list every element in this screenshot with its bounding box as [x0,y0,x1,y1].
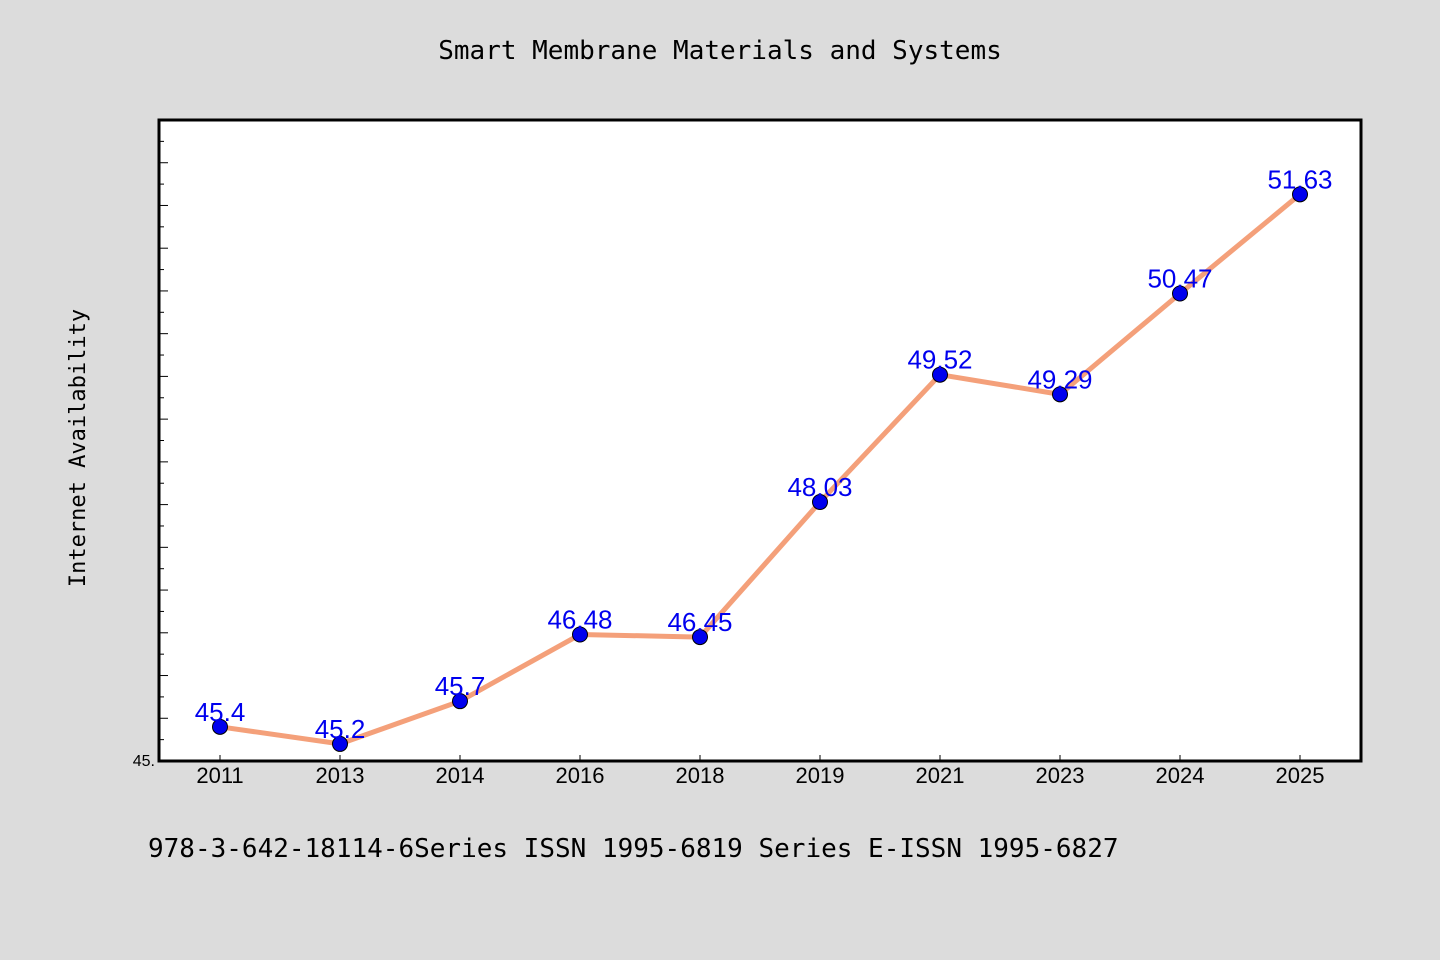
x-tick-label: 2024 [1156,763,1205,788]
data-label: 45.2 [315,714,366,744]
data-point [1172,285,1188,302]
data-label: 45.4 [195,697,246,727]
x-tick-label: 2019 [796,763,845,788]
x-tick-label: 2014 [436,763,485,788]
data-label: 51.63 [1267,164,1332,194]
data-label: 49.29 [1027,364,1092,394]
data-label: 46.45 [667,607,732,637]
y-axis-ticks [159,119,168,762]
x-tick-label: 2016 [556,763,605,788]
data-point [692,629,708,646]
data-label: 45.7 [435,671,486,701]
chart-title: Smart Membrane Materials and Systems [438,36,1002,66]
footer-isbn-text: 978-3-642-18114-6Series ISSN 1995-6819 S… [148,834,1119,864]
data-series [219,192,1302,747]
x-tick-label: 2021 [916,763,965,788]
x-tick-label: 2025 [1276,763,1325,788]
plot-area [157,118,1363,763]
y-tick-label: 45. [133,753,155,770]
data-point [1052,386,1068,403]
x-tick-label: 2013 [316,763,365,788]
data-points [212,186,1308,752]
data-point [332,735,348,752]
x-tick-label: 2011 [196,763,243,788]
data-point [212,718,228,735]
data-point [812,494,828,511]
data-label: 46.48 [547,605,612,635]
data-point [1292,186,1308,203]
x-tick-label: 2018 [676,763,725,788]
data-label: 50.47 [1147,263,1212,293]
data-labels: 45.4 45.2 45.7 46.48 46.45 48.03 49.52 49.29 50.… [195,164,1333,744]
data-label: 49.52 [907,345,972,375]
y-axis-label: Internet Availability [66,309,91,587]
x-tick-label: 2023 [1036,763,1085,788]
data-point [572,626,588,643]
x-axis-ticks: 2011 2013 2014 2016 2018 2019 2021 2023 2024 2025 [196,755,1324,788]
series-line [219,192,1302,747]
data-point [932,366,948,383]
data-label: 48.03 [787,472,852,502]
data-point [452,693,468,710]
